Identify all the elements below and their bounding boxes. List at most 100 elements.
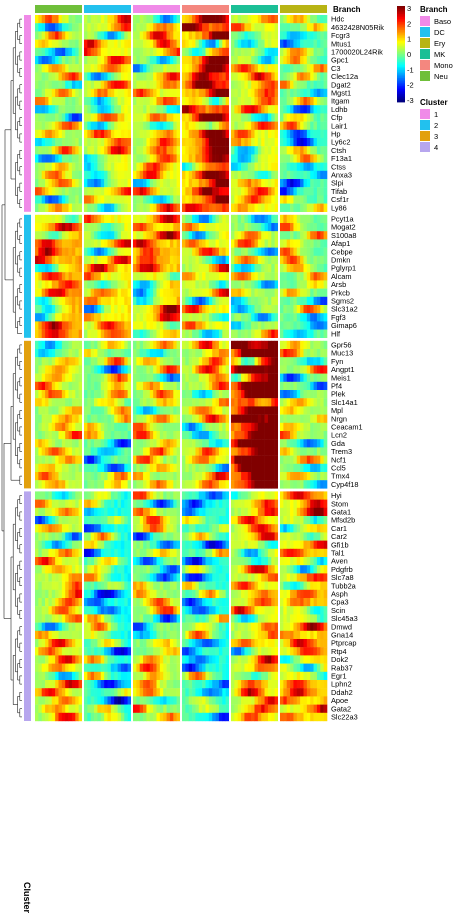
heat-cell bbox=[264, 288, 269, 297]
heat-cell bbox=[267, 296, 272, 306]
heat-cell bbox=[182, 255, 186, 265]
heat-cell bbox=[133, 146, 137, 155]
heat-cell bbox=[156, 329, 161, 338]
heat-cell bbox=[185, 113, 190, 122]
heat-cell bbox=[296, 414, 301, 423]
heat-cell bbox=[316, 162, 321, 171]
heat-cell bbox=[280, 288, 284, 297]
heat-cell bbox=[306, 431, 311, 440]
heat-cell bbox=[156, 231, 161, 240]
heat-cell bbox=[104, 406, 108, 415]
heat-cell bbox=[78, 97, 83, 106]
heat-cell bbox=[320, 31, 324, 40]
heat-cell bbox=[51, 231, 56, 240]
heat-cell bbox=[300, 88, 304, 98]
heat-cell bbox=[127, 187, 132, 196]
heat-cell bbox=[218, 23, 223, 32]
heat-cell bbox=[208, 187, 213, 196]
heat-cell bbox=[90, 187, 95, 196]
heat-cell bbox=[45, 398, 49, 407]
heat-cell bbox=[153, 47, 157, 57]
heat-cell bbox=[198, 23, 203, 32]
heat-cell bbox=[182, 373, 186, 382]
heat-cell bbox=[110, 72, 115, 81]
heat-cell bbox=[280, 264, 284, 273]
heat-cell bbox=[320, 329, 324, 338]
heat-cell bbox=[267, 129, 272, 139]
heat-cell bbox=[136, 398, 141, 407]
heat-cell bbox=[303, 280, 308, 289]
heat-cell bbox=[94, 264, 98, 273]
heat-cell bbox=[166, 231, 171, 240]
heat-cell bbox=[61, 23, 66, 32]
heat-cell bbox=[264, 214, 269, 224]
heat-cell bbox=[90, 313, 95, 322]
heat-cell bbox=[188, 373, 193, 382]
heat-cell bbox=[173, 56, 177, 65]
heat-cell bbox=[300, 203, 304, 212]
heat-cell bbox=[222, 154, 226, 163]
heat-cell bbox=[159, 64, 164, 73]
heat-cell bbox=[124, 64, 128, 73]
heat-cell bbox=[293, 321, 298, 330]
heat-cell bbox=[139, 349, 144, 358]
heat-cell bbox=[163, 288, 167, 297]
heat-cell bbox=[68, 447, 73, 456]
heat-cell bbox=[222, 195, 226, 204]
heat-cell bbox=[222, 272, 226, 281]
heat-cell bbox=[55, 480, 59, 489]
heat-cell bbox=[257, 305, 262, 314]
heat-cell bbox=[231, 313, 235, 322]
heat-cell bbox=[139, 47, 144, 57]
heat-cell bbox=[133, 390, 137, 399]
heat-cell bbox=[127, 15, 132, 24]
heat-cell bbox=[290, 47, 294, 57]
heat-cell bbox=[225, 288, 230, 297]
heat-cell bbox=[45, 280, 49, 289]
heat-cell bbox=[257, 97, 262, 106]
heat-cell bbox=[107, 64, 112, 73]
heat-cell bbox=[306, 406, 311, 415]
heat-cell bbox=[218, 373, 223, 382]
heat-cell bbox=[198, 162, 203, 171]
heat-cell bbox=[283, 357, 288, 366]
heat-cell bbox=[120, 179, 125, 188]
heat-cell bbox=[146, 162, 151, 171]
heat-cell bbox=[45, 455, 49, 464]
heat-cell bbox=[176, 113, 181, 122]
heat-cell bbox=[283, 247, 288, 256]
heat-cell bbox=[55, 162, 59, 171]
heat-cell bbox=[45, 64, 49, 73]
heat-cell bbox=[195, 23, 200, 32]
heat-cell bbox=[202, 146, 206, 155]
heat-cell bbox=[107, 39, 112, 48]
heat-cell bbox=[205, 187, 210, 196]
heat-cell bbox=[225, 329, 230, 338]
heat-cell bbox=[205, 31, 210, 40]
heat-cell bbox=[124, 373, 128, 382]
heat-cell bbox=[303, 349, 308, 358]
heat-cell bbox=[133, 313, 137, 322]
heat-cell bbox=[310, 170, 314, 180]
heat-cell bbox=[48, 480, 53, 489]
heat-cell bbox=[212, 305, 216, 314]
heat-cell bbox=[237, 406, 242, 415]
heat-cell bbox=[65, 179, 69, 188]
heat-cell bbox=[87, 64, 92, 73]
heat-cell bbox=[139, 463, 144, 473]
heat-cell bbox=[107, 247, 112, 256]
heat-cell bbox=[257, 381, 262, 391]
heat-cell bbox=[208, 239, 213, 248]
heat-cell bbox=[192, 422, 196, 432]
heat-cell bbox=[225, 398, 230, 407]
heat-cell bbox=[173, 280, 177, 289]
heat-cell bbox=[78, 340, 83, 350]
heat-cell bbox=[300, 195, 304, 204]
heat-cell bbox=[48, 121, 53, 130]
heat-cell bbox=[84, 480, 88, 489]
heat-cell bbox=[254, 195, 259, 204]
heat-cell bbox=[205, 296, 210, 306]
heat-cell bbox=[124, 239, 128, 248]
heat-cell bbox=[283, 138, 288, 147]
heat-cell bbox=[45, 340, 49, 350]
